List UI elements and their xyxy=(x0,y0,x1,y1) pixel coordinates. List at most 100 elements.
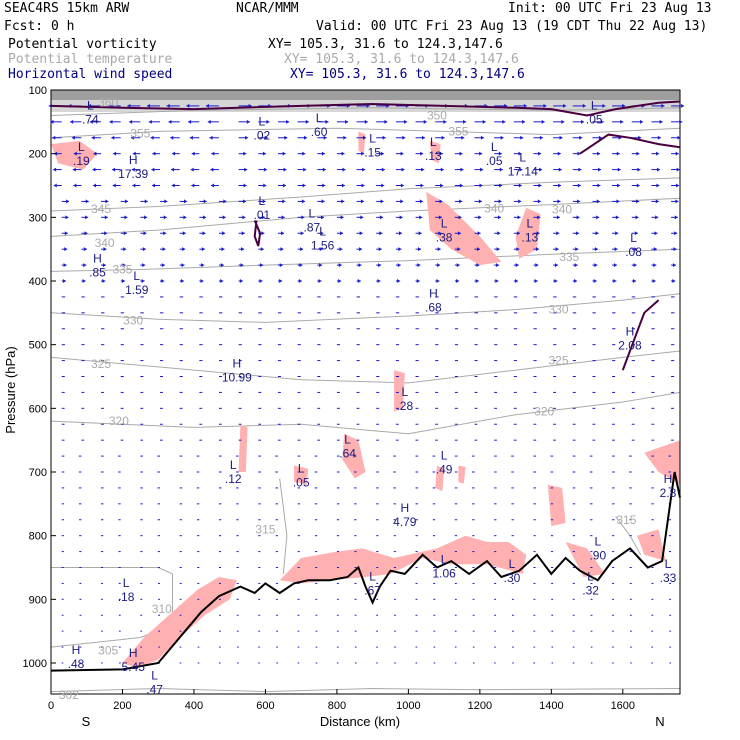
pv-contour xyxy=(50,100,681,117)
theta-contour-label: 320 xyxy=(534,405,554,419)
wind-arrowhead xyxy=(152,151,156,156)
wind-arrowhead xyxy=(279,279,283,283)
wind-arrowhead xyxy=(636,199,640,204)
wind-arrowhead xyxy=(243,151,247,156)
wind-arrowhead xyxy=(144,199,148,204)
wind-arrowhead xyxy=(495,279,499,283)
wind-arrowhead xyxy=(535,263,539,268)
wind-arrowhead xyxy=(246,119,250,124)
x-axis-label: Distance (km) xyxy=(320,714,400,729)
wind-arrowhead xyxy=(496,247,500,252)
wind-arrowhead xyxy=(64,247,68,252)
wind-arrowhead xyxy=(103,247,107,252)
wind-arrowhead xyxy=(634,247,638,252)
init-time: Init: 00 UTC Fri 23 Aug 13 xyxy=(508,1,712,16)
wind-arrowhead xyxy=(358,263,362,268)
wind-arrowhead xyxy=(286,119,290,124)
wind-arrowhead xyxy=(475,279,479,283)
extremum-type-label: L xyxy=(319,225,326,239)
wind-arrowhead xyxy=(180,279,184,283)
wind-arrowhead xyxy=(82,279,86,283)
wind-arrowhead xyxy=(382,135,386,140)
wind-arrowhead xyxy=(143,231,147,236)
field-name-pv: Potential vorticity xyxy=(8,37,157,52)
wind-arrowhead xyxy=(417,263,421,268)
wind-arrowhead xyxy=(437,247,441,252)
extremum-value-label: .38 xyxy=(436,230,453,244)
south-endpoint: S xyxy=(82,714,91,729)
theta-contour-label: 330 xyxy=(548,303,568,317)
wind-arrowhead xyxy=(130,135,134,140)
wind-arrowhead xyxy=(305,119,309,124)
extremum-type-label: H xyxy=(429,286,438,300)
extremum-type-label: L xyxy=(519,151,526,165)
wind-arrowhead xyxy=(222,215,226,220)
wind-arrowhead xyxy=(398,247,402,252)
wind-arrowhead xyxy=(639,119,643,124)
wind-arrowhead xyxy=(48,103,52,108)
wind-arrowhead xyxy=(259,279,263,283)
wind-arrowhead xyxy=(129,119,133,124)
wind-arrowhead xyxy=(537,215,541,220)
wind-arrowhead xyxy=(538,183,542,188)
wind-arrowhead xyxy=(127,103,131,108)
wind-arrowhead xyxy=(361,183,365,188)
wind-arrowhead xyxy=(318,279,322,283)
wind-arrowhead xyxy=(420,183,424,188)
extremum-value-label: .60 xyxy=(311,125,328,139)
wind-arrowhead xyxy=(637,167,641,172)
wind-arrowhead xyxy=(515,263,519,268)
wind-arrowhead xyxy=(282,151,286,156)
wind-arrowhead xyxy=(62,279,66,283)
wind-arrowhead xyxy=(343,135,347,140)
wind-arrowhead xyxy=(480,167,484,172)
wind-arrowhead xyxy=(633,279,637,283)
wind-arrowhead xyxy=(186,103,190,108)
wind-arrowhead xyxy=(457,231,461,236)
extremum-value-label: 17.39 xyxy=(118,167,148,181)
extremum-type-label: L xyxy=(259,114,266,128)
wind-arrowhead xyxy=(441,135,445,140)
wind-arrowhead xyxy=(676,183,680,188)
y-tick-label: 100 xyxy=(29,85,47,97)
pv-contour xyxy=(253,220,262,247)
wind-arrowhead xyxy=(563,103,567,108)
wind-arrowhead xyxy=(404,119,408,124)
wind-arrowhead xyxy=(64,231,68,236)
wind-arrowhead xyxy=(220,263,224,268)
wind-arrowhead xyxy=(151,167,155,172)
wind-arrowhead xyxy=(577,183,581,188)
wind-arrowhead xyxy=(479,183,483,188)
wind-arrowhead xyxy=(381,167,385,172)
theta-contour-label: 335 xyxy=(112,263,132,277)
extremum-type-label: L xyxy=(309,207,316,221)
wind-arrowhead xyxy=(50,119,54,124)
wind-arrowhead xyxy=(132,183,136,188)
extremum-value-label: 5.45 xyxy=(122,660,146,674)
theta-contour xyxy=(279,478,288,574)
wind-arrowhead xyxy=(182,231,186,236)
extremum-value-label: .01 xyxy=(254,208,271,222)
wind-arrowhead xyxy=(262,199,266,204)
theta-contour-label: 335 xyxy=(559,250,579,264)
wind-arrowhead xyxy=(557,151,561,156)
wind-arrowhead xyxy=(322,167,326,172)
extremum-type-label: L xyxy=(123,576,130,590)
wind-arrowhead xyxy=(418,247,422,252)
wind-arrowhead xyxy=(555,263,559,268)
extremum-type-label: L xyxy=(441,216,448,230)
theta-contour-label: 340 xyxy=(484,201,504,215)
wind-arrowhead xyxy=(577,151,581,156)
wind-arrowhead xyxy=(516,231,520,236)
extremum-type-label: H xyxy=(129,646,138,660)
wind-arrowhead xyxy=(91,135,95,140)
field-xy-pv: XY= 105.3, 31.6 to 124.3,147.6 xyxy=(268,37,503,52)
wind-arrowhead xyxy=(421,167,425,172)
wind-arrowhead xyxy=(659,119,663,124)
wind-arrowhead xyxy=(341,151,345,156)
theta-contour xyxy=(50,687,681,693)
y-tick-label: 300 xyxy=(29,212,47,224)
extremum-value-label: .30 xyxy=(504,571,521,585)
extremum-value-label: 2.8 xyxy=(660,486,677,500)
wind-arrowhead xyxy=(63,263,67,268)
